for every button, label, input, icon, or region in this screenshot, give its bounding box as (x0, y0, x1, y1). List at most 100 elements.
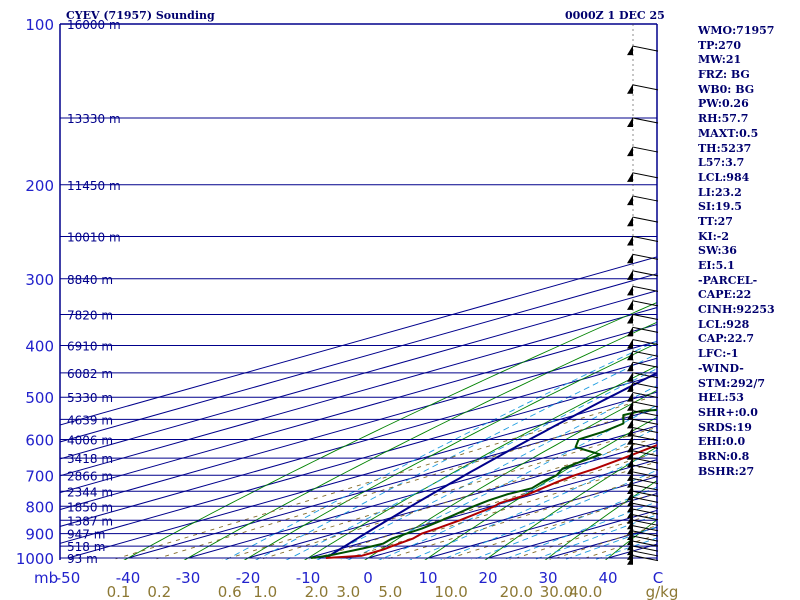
mixing-ratio-line (151, 406, 657, 560)
dry-adiabat-line (484, 446, 657, 560)
pressure-tick-label: 300 (25, 271, 54, 289)
wind-barb (632, 382, 659, 389)
wind-flag (627, 299, 633, 310)
wind-flag (627, 513, 633, 524)
height-label: 10010 m (67, 230, 121, 244)
wind-flag (627, 326, 633, 337)
index-value: CAP:22.7 (698, 332, 755, 346)
wind-flag (627, 83, 633, 94)
wind-flag (627, 496, 633, 507)
wind-barb (632, 253, 659, 260)
wind-flag (627, 502, 633, 513)
wind-barb (632, 545, 659, 552)
parcel-path-line (325, 371, 657, 559)
wind-barb (632, 392, 659, 399)
wind-flag (627, 554, 633, 565)
wind-barb (632, 427, 659, 434)
wind-flag (627, 464, 633, 475)
temperature-tick-label: -30 (176, 569, 201, 587)
wind-barb (632, 372, 659, 379)
wind-flag (627, 117, 633, 127)
wind-barb (632, 530, 659, 537)
height-label: 518 m (67, 540, 105, 554)
wind-flag (627, 508, 633, 519)
temperature-tick-label: C (653, 569, 663, 587)
pressure-tick-label: 100 (25, 16, 54, 34)
height-label: 1850 m (67, 500, 113, 514)
wind-flag (627, 235, 633, 246)
index-value: SHR+:0.0 (698, 405, 758, 419)
temperature-tick-label: 40 (598, 569, 617, 587)
pressure-tick-label: 800 (25, 498, 54, 516)
temperature-tick-label: -40 (116, 569, 141, 587)
wind-flag (627, 391, 633, 402)
index-value: MW:21 (698, 53, 742, 67)
height-label: 4639 m (67, 413, 113, 427)
mixing-ratio-line (221, 426, 657, 560)
height-label: 2866 m (67, 469, 113, 483)
wind-flag (627, 426, 633, 437)
wind-barb (632, 550, 659, 557)
dry-adiabat-line (243, 342, 657, 560)
wind-flag (627, 524, 633, 535)
temperature-tick-label: -50 (56, 569, 81, 587)
wind-flag (627, 457, 633, 468)
pressure-tick-label: 600 (25, 432, 54, 450)
wind-barb (632, 45, 659, 52)
wind-barb (632, 502, 659, 509)
index-value: BRN:0.8 (698, 449, 750, 463)
pressure-tick-label: 900 (25, 526, 54, 544)
wind-barb (632, 540, 659, 547)
mixing-ratio-tick-label: 1.0 (253, 583, 277, 600)
height-label: 8840 m (67, 273, 113, 287)
wind-barb (632, 490, 659, 497)
moist-adiabat-line (254, 353, 657, 560)
mixing-ratio-tick-label: 30.0 (540, 583, 573, 600)
index-value: TT:27 (698, 214, 733, 228)
pressure-tick-label: 1000 (16, 550, 54, 568)
mixing-ratio-line (110, 394, 657, 560)
index-value: FRZ: BG (698, 68, 750, 82)
index-value: LCL:984 (698, 170, 750, 184)
wind-barb (632, 285, 659, 292)
temperature-tick-label: 30 (538, 569, 557, 587)
isotherm-line (60, 307, 657, 477)
wind-barb (632, 442, 659, 449)
pressure-unit-label: mb (34, 569, 58, 587)
index-value: SW:36 (698, 244, 737, 258)
wind-barb (632, 195, 659, 202)
wind-barb (632, 478, 659, 485)
isotherm-line (60, 374, 657, 544)
mixing-ratio-tick-label: 40.0 (569, 583, 602, 600)
isotherm-line (307, 459, 657, 559)
index-value: PW:0.26 (698, 97, 749, 111)
dry-adiabat-line (364, 389, 657, 560)
index-value: WMO:71957 (698, 24, 775, 37)
wind-barb (632, 535, 659, 542)
wind-flag (627, 381, 633, 392)
index-value: EI:5.1 (698, 259, 735, 272)
isotherm-line (187, 425, 657, 559)
wind-flag (627, 535, 633, 546)
wind-barb (632, 117, 659, 124)
wind-flag (627, 350, 633, 361)
height-label: 2344 m (67, 485, 113, 499)
wind-barb (632, 450, 659, 457)
wind-barb (632, 464, 659, 471)
wind-barb (632, 350, 659, 357)
wind-flag (627, 449, 633, 460)
wind-barb (632, 555, 659, 562)
moist-adiabat-line (470, 486, 657, 560)
isobars (59, 23, 658, 560)
wind-barb (632, 314, 659, 321)
pressure-tick-label: 200 (25, 177, 54, 195)
wind-flag (627, 269, 633, 280)
height-label: 3418 m (67, 452, 113, 466)
wind-flag (627, 409, 633, 420)
height-label: 16000 m (67, 18, 121, 32)
moist-adiabat-line (316, 385, 657, 560)
mixing-ratio-tick-label: 20.0 (500, 583, 533, 600)
wind-barb (632, 418, 659, 425)
mixing-ratio-tick-label: 2.0 (305, 583, 329, 600)
